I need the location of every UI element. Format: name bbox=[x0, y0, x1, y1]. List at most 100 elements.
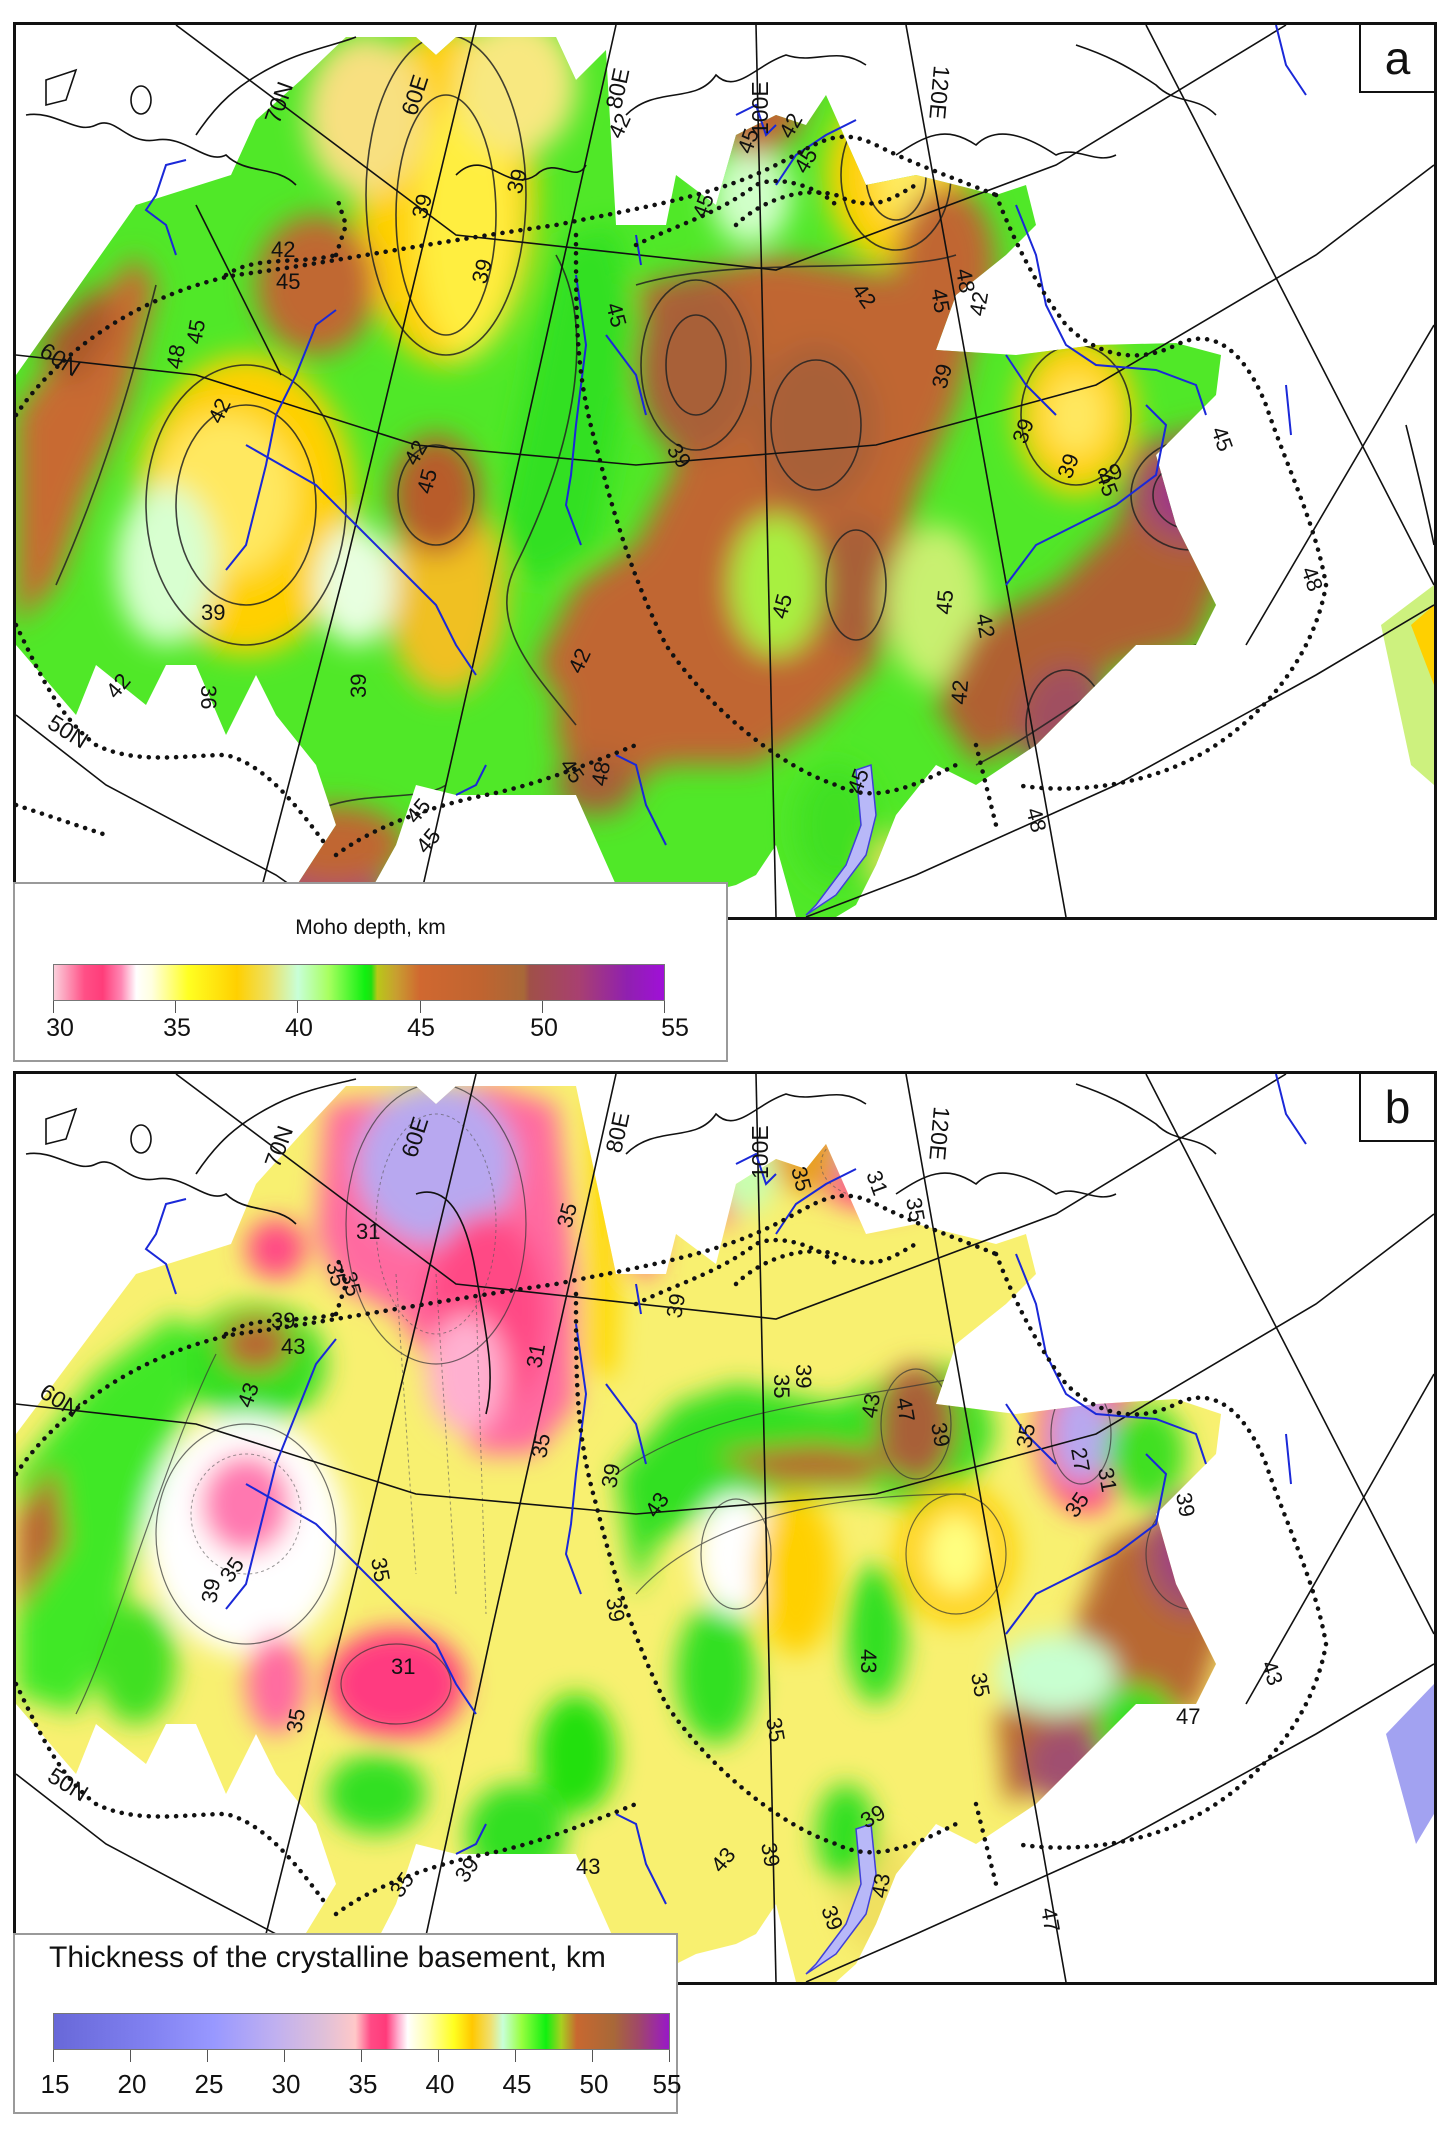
tick-label: 15 bbox=[40, 2069, 70, 2099]
svg-text:31: 31 bbox=[521, 1341, 550, 1369]
lake-baikal bbox=[805, 763, 877, 916]
panel-letter-b: b bbox=[1359, 1074, 1434, 1142]
svg-text:45: 45 bbox=[276, 269, 300, 294]
tick-label: 30 bbox=[46, 1014, 74, 1042]
svg-text:35: 35 bbox=[901, 1196, 930, 1224]
meridian-60e bbox=[253, 25, 477, 917]
svg-text:48: 48 bbox=[1021, 805, 1051, 835]
svg-text:43: 43 bbox=[281, 1334, 305, 1359]
meridian-140e bbox=[1145, 25, 1434, 586]
river-angara bbox=[605, 1383, 647, 1465]
meridian-east-edge bbox=[1245, 1373, 1434, 1705]
label-50n: 50N bbox=[43, 709, 93, 753]
tick-label: 35 bbox=[348, 2069, 378, 2099]
basement-thickness-map-panel: 70N 60E 80E 100E 120E 60N 50N 31 35 35 3… bbox=[13, 1071, 1437, 1985]
coastline bbox=[25, 1078, 1217, 1415]
tectonic-boundaries bbox=[16, 134, 1329, 858]
moho-depth-map-panel: 70N 60E 80E 100E 120E 60N 50N 39 39 39 4… bbox=[13, 22, 1437, 920]
tick-label: 25 bbox=[194, 2069, 224, 2099]
tick bbox=[420, 1001, 421, 1013]
tick-label: 40 bbox=[285, 1014, 313, 1042]
tick bbox=[284, 2050, 285, 2062]
basement-contours bbox=[75, 1086, 1221, 1725]
meridian-80e bbox=[415, 1074, 617, 1982]
svg-text:36: 36 bbox=[196, 685, 221, 709]
contour-labels: 31 35 35 39 43 43 39 35 31 35 39 39 43 3… bbox=[196, 1164, 1288, 1934]
tick bbox=[664, 1001, 665, 1013]
svg-text:31: 31 bbox=[391, 1654, 415, 1679]
parallel-50n-east bbox=[805, 1663, 1434, 1982]
label-50n: 50N bbox=[43, 1762, 93, 1806]
river-irtysh bbox=[245, 444, 477, 676]
moho-color-field bbox=[16, 37, 1221, 917]
svg-text:47: 47 bbox=[1036, 1906, 1065, 1934]
svg-text:48: 48 bbox=[586, 759, 615, 787]
colorbar-ticks: 30 35 40 45 50 55 bbox=[15, 884, 726, 1060]
svg-text:39: 39 bbox=[596, 1461, 625, 1489]
tick-label: 50 bbox=[579, 2069, 609, 2099]
svg-text:39: 39 bbox=[926, 1421, 955, 1449]
lake-baikal bbox=[805, 1822, 877, 1975]
svg-text:42: 42 bbox=[964, 289, 993, 317]
meridian-140e bbox=[1145, 1074, 1434, 1635]
rivers bbox=[144, 1074, 1307, 1905]
svg-text:27: 27 bbox=[1066, 1446, 1095, 1474]
river-selenga bbox=[615, 1813, 667, 1905]
river-ob bbox=[225, 1338, 337, 1610]
svg-text:31: 31 bbox=[356, 1219, 380, 1244]
svg-text:43: 43 bbox=[856, 1391, 885, 1419]
svg-text:39: 39 bbox=[756, 1841, 785, 1869]
svg-text:39: 39 bbox=[346, 674, 371, 698]
legend-title: Moho depth, km bbox=[295, 916, 446, 939]
svg-text:39: 39 bbox=[1171, 1491, 1200, 1519]
basement-colorbar bbox=[53, 2013, 670, 2050]
svg-text:48: 48 bbox=[161, 342, 190, 370]
tick bbox=[175, 1001, 176, 1013]
svg-text:43: 43 bbox=[856, 1649, 881, 1673]
tick bbox=[297, 1001, 298, 1013]
tick-label: 30 bbox=[271, 2069, 301, 2099]
svg-text:42: 42 bbox=[946, 679, 973, 706]
svg-text:35: 35 bbox=[1011, 1421, 1040, 1449]
svg-text:39: 39 bbox=[196, 1576, 225, 1604]
meridian-120e bbox=[905, 25, 1067, 917]
tick-label: 55 bbox=[661, 1014, 689, 1042]
moho-depth-legend: Moho depth, km 30 35 40 45 50 55 bbox=[13, 882, 728, 1062]
tick-label: 50 bbox=[530, 1014, 558, 1042]
east-data-strip-yellow bbox=[1411, 605, 1434, 685]
river-irtysh bbox=[245, 1483, 477, 1715]
moho-depth-map: 70N 60E 80E 100E 120E 60N 50N 39 39 39 4… bbox=[16, 25, 1434, 917]
river-angara bbox=[605, 334, 647, 416]
meridian-60e-upper bbox=[195, 204, 282, 376]
basement-thickness-legend: Thickness of the crystalline basement, k… bbox=[13, 1933, 681, 2114]
tick bbox=[53, 2050, 54, 2062]
svg-text:45: 45 bbox=[931, 589, 958, 616]
svg-text:45: 45 bbox=[1206, 423, 1238, 455]
tick-label: 55 bbox=[652, 2069, 682, 2099]
svg-text:45: 45 bbox=[926, 287, 955, 315]
svg-text:45: 45 bbox=[411, 823, 446, 858]
svg-text:42: 42 bbox=[271, 237, 295, 262]
graticule bbox=[16, 1074, 1434, 1982]
rivers bbox=[144, 25, 1307, 846]
tick bbox=[53, 1001, 54, 1013]
svg-text:43: 43 bbox=[866, 1871, 895, 1899]
tick-label: 35 bbox=[163, 1014, 191, 1042]
meridian-120e bbox=[905, 1074, 1067, 1982]
svg-text:35: 35 bbox=[366, 1556, 395, 1584]
tick bbox=[361, 2050, 362, 2062]
parallel-60n bbox=[16, 164, 1434, 466]
panel-letter-a: a bbox=[1359, 25, 1434, 93]
tick-label: 45 bbox=[407, 1014, 435, 1042]
tick-label: 45 bbox=[502, 2069, 532, 2099]
tick bbox=[438, 2050, 439, 2062]
svg-text:35: 35 bbox=[769, 1374, 794, 1398]
svg-text:42: 42 bbox=[971, 612, 1000, 640]
svg-text:47: 47 bbox=[891, 1396, 920, 1424]
parallel-50n-east bbox=[805, 604, 1434, 917]
svg-text:39: 39 bbox=[661, 1291, 690, 1319]
parallel-70n bbox=[175, 1074, 1287, 1320]
svg-text:43: 43 bbox=[1256, 1657, 1288, 1689]
svg-text:35: 35 bbox=[761, 1716, 790, 1744]
svg-text:31: 31 bbox=[1093, 1466, 1122, 1494]
